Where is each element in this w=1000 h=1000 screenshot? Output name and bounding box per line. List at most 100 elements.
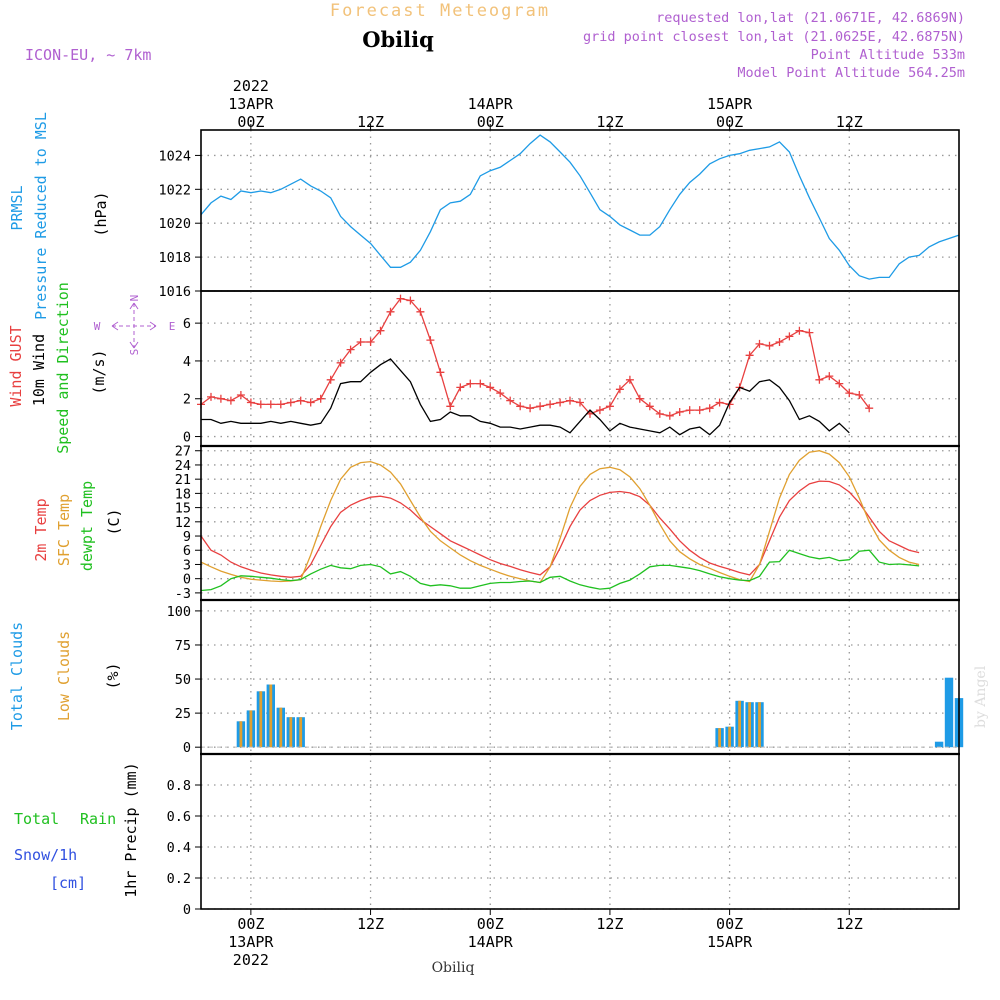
ytick-label-pressure: 1016 (158, 284, 191, 300)
gust-marker (765, 341, 774, 350)
credit: by Angel (973, 665, 989, 728)
gust-marker (396, 294, 405, 303)
frame-clouds (200, 599, 960, 755)
ytick-label-temperature: 0 (183, 572, 191, 588)
gust-marker (556, 398, 565, 407)
bar-low-clouds (728, 726, 731, 748)
ytick-label-pressure: 1018 (158, 250, 191, 266)
gust-marker (546, 400, 555, 409)
time-label-top: 13APR (228, 95, 274, 113)
time-label-bottom: 13APR (228, 933, 274, 951)
gust-marker (855, 391, 864, 399)
bar-low-clouds (259, 691, 263, 748)
series-sfc-temp (200, 450, 920, 584)
series-2m-temp (200, 480, 920, 578)
time-label-bottom: 12Z (836, 915, 863, 933)
frame-temperature (200, 445, 960, 601)
ytick-label-pressure: 1024 (158, 148, 191, 164)
compass-e: E (169, 320, 176, 333)
ytick-label-clouds: 100 (167, 604, 191, 620)
bar-low-clouds (289, 717, 293, 748)
gust-marker (226, 396, 235, 405)
gust-marker (236, 391, 245, 399)
gust-marker (336, 358, 345, 367)
time-label-top: 12Z (357, 113, 384, 131)
requested-coords: requested lon,lat (21.0671E, 42.6869N) (656, 10, 965, 26)
gust-marker (446, 402, 455, 411)
ytick-label-precip: 0.4 (167, 840, 191, 856)
model-label: ICON-EU, ~ 7km (25, 46, 151, 64)
gust-marker (755, 339, 764, 348)
gust-marker (326, 375, 335, 384)
gust-marker (595, 406, 604, 415)
gust-marker (536, 402, 545, 411)
gust-marker (216, 394, 225, 403)
bar-low-clouds (269, 684, 273, 748)
bar-low-clouds (239, 721, 243, 748)
gust-marker (456, 383, 465, 392)
gust-marker (695, 406, 704, 415)
ytick-label-precip: 0 (183, 902, 191, 918)
gust-label: Wind GUST (7, 325, 25, 406)
sfc-label: SFC Temp (55, 494, 73, 566)
model-altitude: Model Point Altitude 564.25m (737, 65, 965, 81)
ytick-label-clouds: 0 (183, 740, 191, 756)
gust-marker (246, 398, 255, 407)
gust-marker (805, 328, 814, 337)
ytick-label-wind: 6 (183, 316, 191, 332)
gust-marker (516, 402, 525, 411)
ytick-label-temperature: 27 (175, 444, 191, 460)
time-label-top: 2022 (233, 77, 269, 95)
ytick-label-clouds: 50 (175, 672, 191, 688)
series-dewpt-temp (200, 549, 920, 592)
time-label-bottom: 15APR (707, 933, 753, 951)
ytick-label-wind: 0 (183, 430, 191, 446)
gust-marker (406, 296, 415, 305)
panel-wind: 0 2 4 6 (183, 290, 960, 447)
gust-marker (576, 398, 584, 407)
total-rain-label-1: Total (14, 810, 59, 828)
frame-wind (200, 290, 960, 447)
ytick-label-temperature: 15 (175, 501, 191, 517)
frame-precip (200, 753, 960, 910)
panel-clouds: 0 25 50 75 100 (167, 599, 964, 756)
wind-label: 10m Wind (30, 334, 48, 406)
wind-unit: (m/s) (90, 349, 108, 394)
snow-label: Snow/1h (14, 846, 77, 864)
time-label-bottom: 14APR (468, 933, 514, 951)
series-prmsl (200, 134, 960, 280)
compass-n: N (128, 295, 141, 302)
series-10m-wind (201, 358, 850, 436)
snow-unit-label: [cm] (50, 874, 86, 892)
gust-marker (566, 396, 574, 405)
bar-low-clouds (299, 717, 303, 748)
time-label-top: 15APR (707, 95, 753, 113)
wind-dir-label: Speed and Direction (54, 282, 72, 454)
temp-unit: (C) (105, 508, 123, 535)
frame-pressure (200, 129, 960, 292)
point-altitude: Point Altitude 533m (811, 47, 965, 63)
bar-low-clouds (279, 707, 283, 748)
precip-unit: 1hr Precip (mm) (122, 762, 140, 897)
t2m-label: 2m Temp (32, 498, 50, 561)
ytick-label-precip: 0.2 (167, 871, 191, 887)
low-clouds-label: Low Clouds (55, 631, 73, 721)
gust-marker (865, 404, 874, 413)
gust-marker (835, 379, 844, 388)
gust-marker (416, 307, 425, 316)
time-label-bottom: 00Z (716, 915, 743, 933)
gust-marker (795, 326, 804, 335)
gust-marker (635, 394, 644, 403)
bar-total-clouds (934, 741, 944, 748)
gust-marker (256, 400, 265, 409)
time-label-bottom: 12Z (357, 915, 384, 933)
ytick-label-temperature: 6 (183, 543, 191, 559)
time-label-bottom: 2022 (233, 951, 269, 969)
time-label-bottom: 12Z (596, 915, 623, 933)
gust-marker (496, 389, 505, 398)
gust-marker (266, 400, 275, 409)
gust-marker (715, 398, 724, 407)
ytick-label-precip: 0.8 (167, 778, 191, 794)
time-label-top: 12Z (836, 113, 863, 131)
